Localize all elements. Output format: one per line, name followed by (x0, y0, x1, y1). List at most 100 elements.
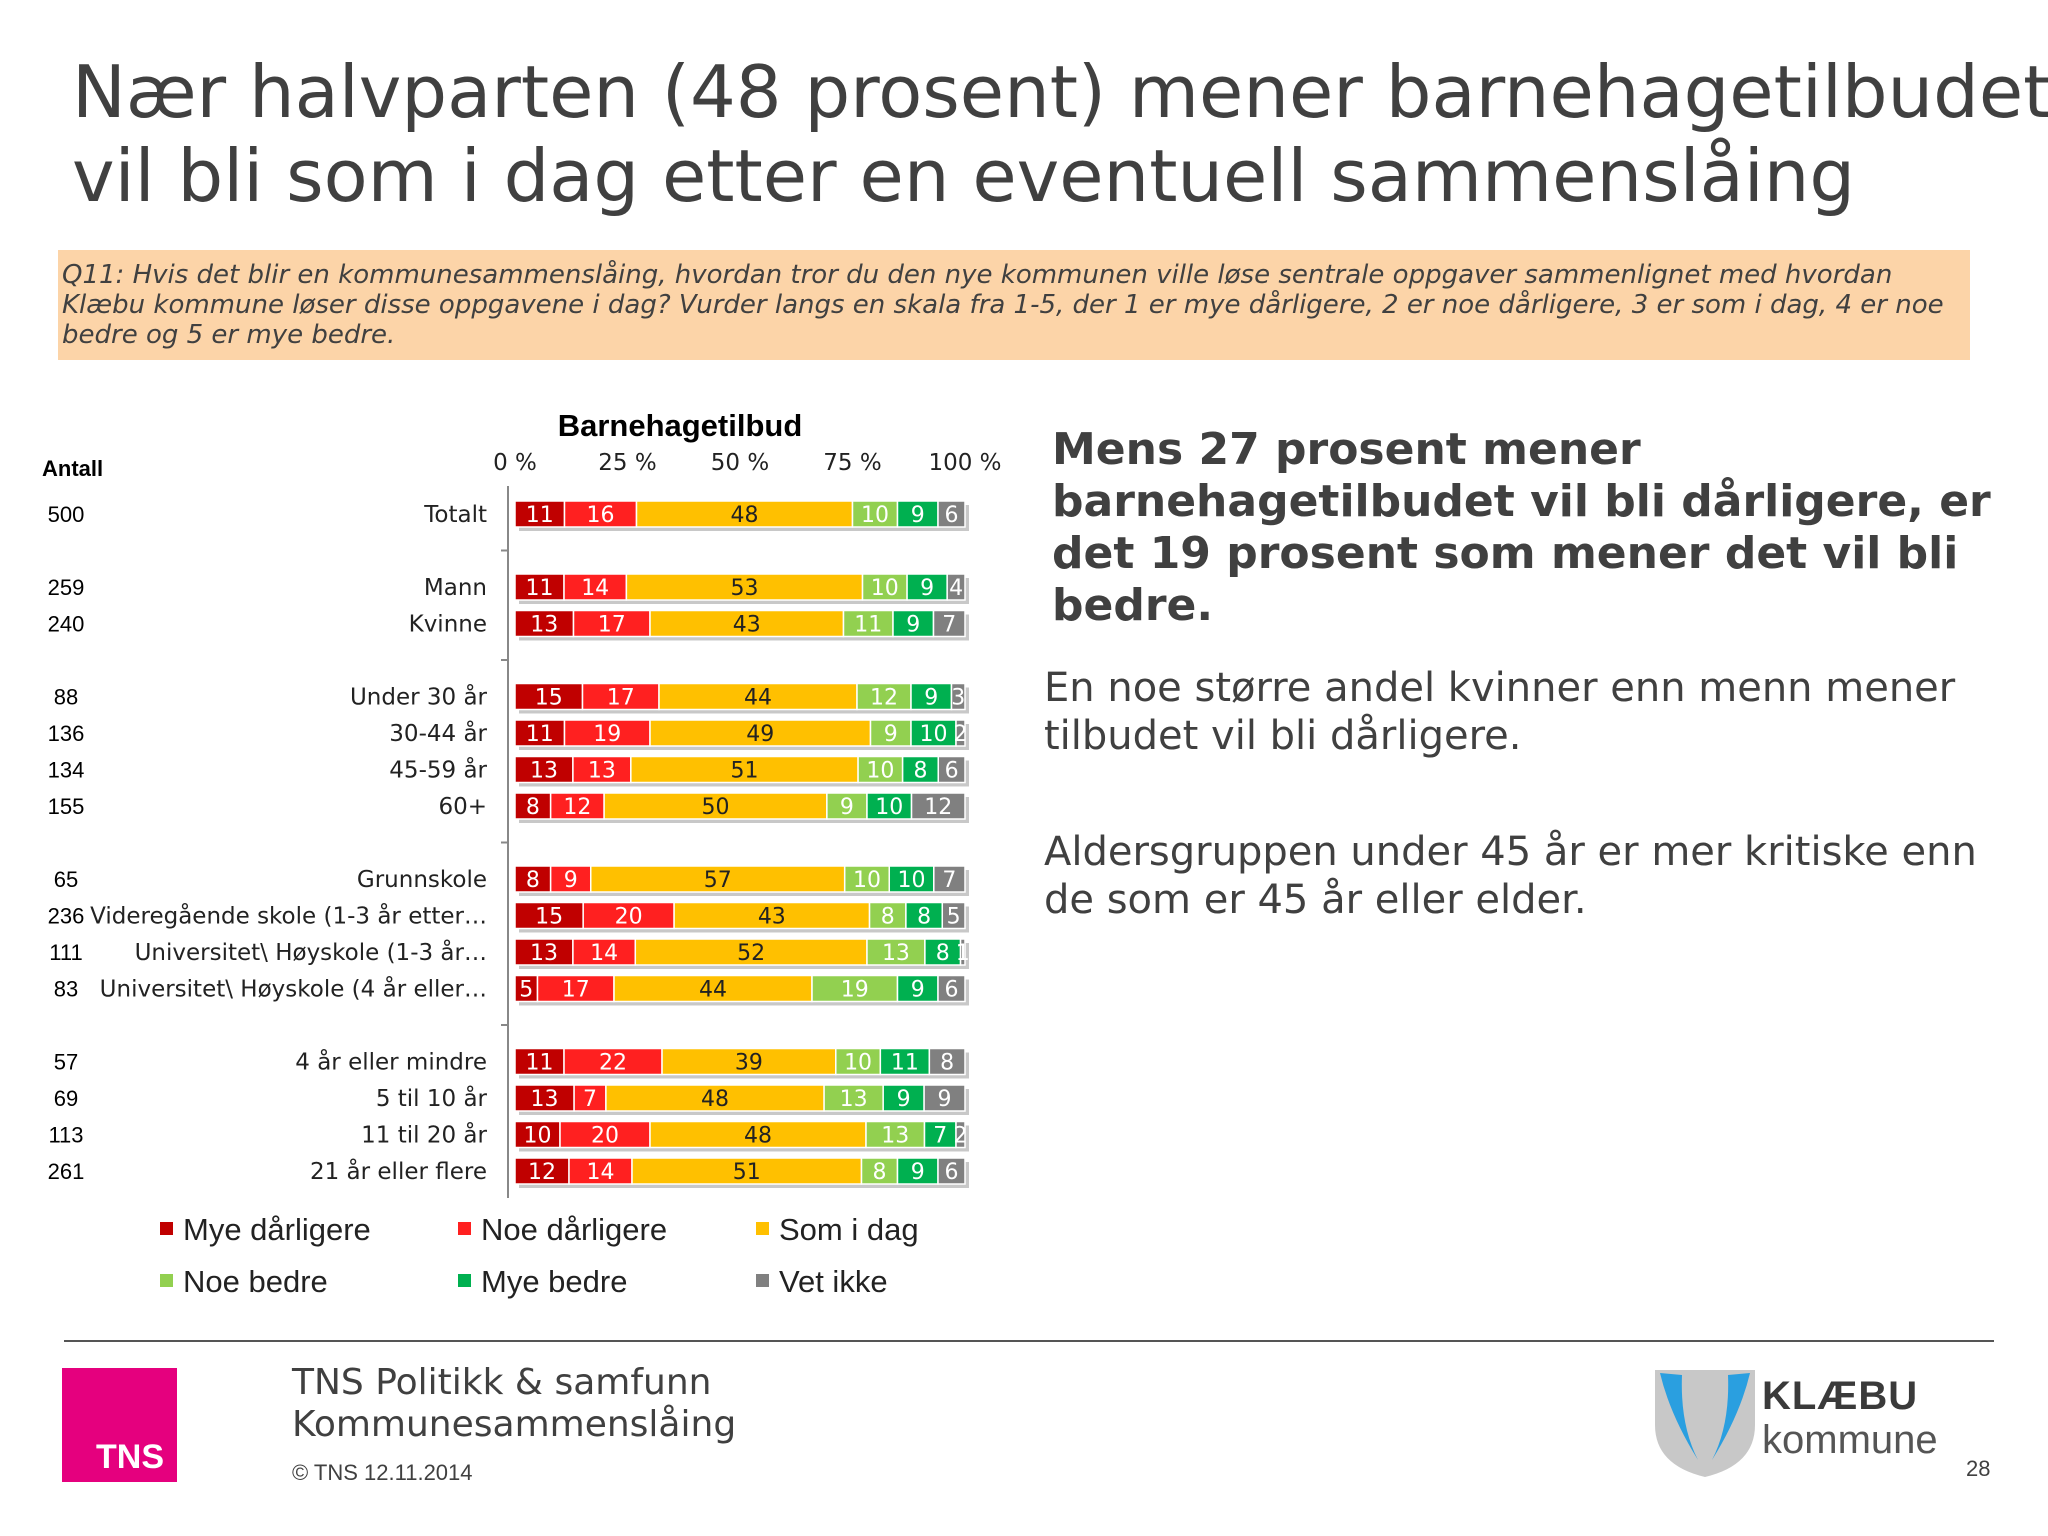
row-count: 111 (49, 940, 82, 965)
row-label: 45-59 år (389, 756, 487, 784)
bar-segment (514, 1084, 575, 1112)
x-tick-label: 0 % (493, 450, 537, 476)
footer-project: Kommunesammenslåing (292, 1404, 737, 1445)
klaebu-name: KLÆBU (1762, 1374, 1919, 1418)
bar-value-label: 14 (590, 941, 618, 966)
row-count: 69 (54, 1086, 78, 1111)
bar-segment (514, 500, 566, 528)
bar-value-label: 9 (897, 1087, 911, 1112)
bar-segment (514, 901, 584, 930)
bar-value-label: 10 (524, 1124, 552, 1149)
bar-value-label: 53 (730, 576, 758, 601)
slide-title: Nær halvparten (48 prosent) mener barneh… (72, 50, 2048, 218)
bar-value-label: 44 (744, 686, 772, 711)
bar-segment (514, 755, 574, 784)
bar-segment (932, 609, 966, 638)
bar-value-label: 10 (861, 503, 889, 528)
row-label: Mann (424, 575, 487, 601)
bar-value-label: 57 (704, 868, 732, 893)
bar-value-label: 9 (564, 868, 578, 893)
legend-label: Noe bedre (183, 1264, 328, 1299)
bar-value-label: 1 (956, 941, 970, 966)
bar-value-label: 13 (881, 1124, 909, 1149)
row-label: 5 til 10 år (376, 1084, 488, 1112)
row-label: Kvinne (409, 612, 487, 638)
bar-value-label: 51 (733, 1160, 761, 1185)
bar-value-label: 11 (854, 613, 882, 638)
bar-value-label: 8 (881, 905, 895, 930)
bar-segment (910, 682, 953, 711)
bar-segment (892, 609, 935, 638)
legend-item: Som i dag (756, 1212, 919, 1248)
bar-value-label: 20 (591, 1124, 619, 1149)
bar-value-label: 9 (911, 978, 925, 1003)
row-label: 4 år eller mindre (295, 1048, 487, 1076)
bar-segment (572, 755, 632, 784)
row-count: 57 (54, 1050, 78, 1075)
bar-value-label: 15 (535, 686, 563, 711)
bar-value-label: 8 (913, 759, 927, 784)
footer-org: TNS Politikk & samfunn (292, 1362, 712, 1403)
bar-value-label: 8 (526, 868, 540, 893)
bar-segment (896, 1157, 939, 1185)
bar-value-label: 12 (870, 686, 898, 711)
bar-value-label: 9 (884, 722, 898, 747)
row-count: 65 (54, 867, 78, 892)
bar-value-label: 50 (701, 795, 729, 820)
age-finding-text: Aldersgruppen under 45 år er mer kritisk… (1044, 829, 1977, 923)
bar-value-label: 9 (911, 503, 925, 528)
bar-segment (879, 1047, 931, 1076)
bar-segment (563, 1047, 663, 1076)
legend-item: Vet ikke (756, 1264, 888, 1300)
bar-segment (857, 755, 904, 784)
bar-value-label: 7 (933, 1124, 947, 1149)
bar-segment (826, 792, 868, 820)
bar-value-label: 2 (954, 1124, 968, 1149)
legend-label: Som i dag (779, 1212, 919, 1247)
legend-label: Vet ikke (779, 1264, 888, 1299)
bar-value-label: 9 (924, 686, 938, 711)
bar-segment (937, 1157, 966, 1185)
legend-item: Mye bedre (458, 1264, 627, 1300)
row-label: Universitet\ Høyskole (4 år eller… (100, 975, 487, 1003)
bar-value-label: 22 (599, 1051, 627, 1076)
x-tick-label: 50 % (711, 450, 769, 476)
bar-segment (842, 609, 894, 638)
tns-logo: TNS (62, 1368, 177, 1482)
row-count: 136 (48, 721, 85, 746)
legend-swatch (756, 1274, 769, 1288)
bar-value-label: 6 (945, 503, 959, 528)
row-count: 261 (48, 1159, 85, 1184)
bar-segment (888, 865, 935, 893)
bar-value-label: 11 (526, 503, 554, 528)
bar-segment (933, 865, 966, 893)
row-label: Grunnskole (357, 867, 487, 893)
bar-segment (514, 573, 565, 601)
x-tick-label: 25 % (598, 450, 656, 476)
legend-swatch (458, 1222, 471, 1236)
slide-title-line-2: vil bli som i dag etter en eventuell sam… (72, 134, 1856, 218)
bar-value-label: 17 (598, 613, 626, 638)
row-count: 88 (54, 685, 78, 710)
row-count: 240 (48, 612, 85, 637)
bar-value-label: 39 (735, 1051, 763, 1076)
bar-value-label: 10 (853, 868, 881, 893)
bar-value-label: 13 (531, 1087, 559, 1112)
bar-segment (856, 682, 912, 711)
row-count: 113 (48, 1123, 83, 1148)
row-count: 500 (48, 502, 85, 527)
legend-item: Noe bedre (160, 1264, 328, 1300)
bar-segment (811, 974, 899, 1003)
bar-segment (536, 974, 615, 1003)
bar-value-label: 9 (906, 613, 920, 638)
row-label: 30-44 år (389, 719, 487, 747)
bar-value-label: 3 (951, 686, 965, 711)
bar-segment (937, 755, 966, 784)
legend-label: Noe dårligere (481, 1212, 668, 1247)
bar-segment (860, 1157, 899, 1185)
legend-item: Mye dårligere (160, 1212, 371, 1248)
bar-value-label: 13 (530, 759, 558, 784)
row-count: 155 (48, 794, 85, 819)
bar-value-label: 43 (758, 905, 786, 930)
bar-value-label: 13 (530, 613, 558, 638)
